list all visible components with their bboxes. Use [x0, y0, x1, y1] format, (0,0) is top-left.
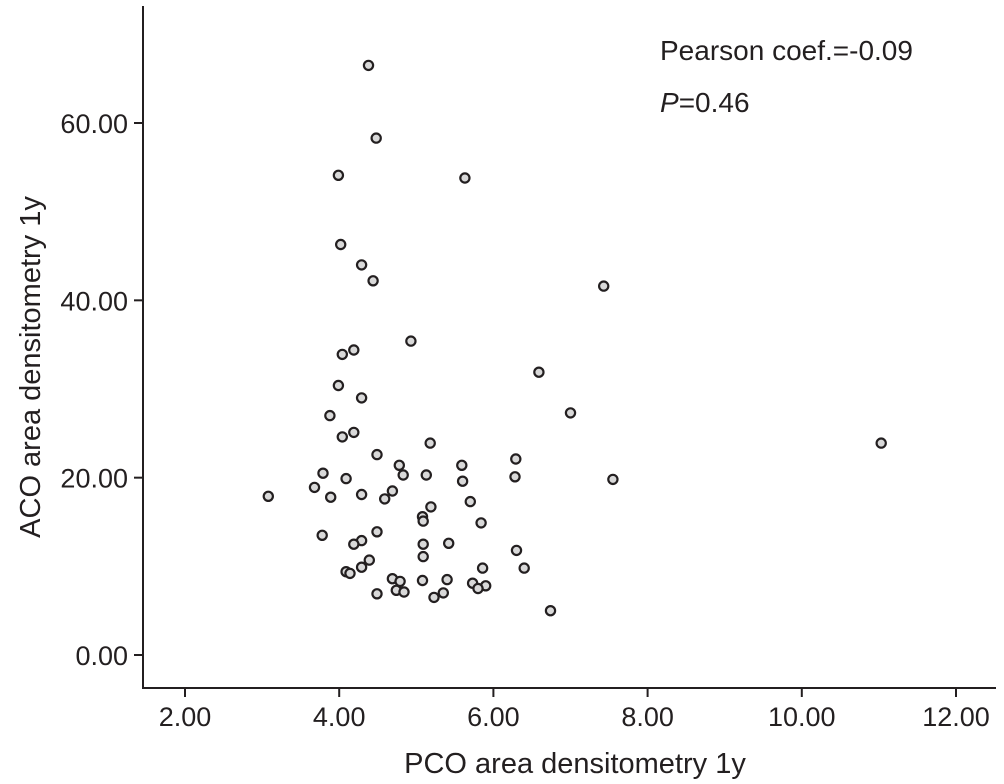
data-point	[475, 517, 487, 529]
data-point	[371, 588, 383, 600]
x-tick-label: 8.00	[621, 702, 674, 732]
axes	[142, 6, 996, 689]
data-point	[340, 472, 352, 485]
data-point	[324, 409, 336, 422]
data-point	[417, 550, 429, 563]
x-tick-label: 12.00	[922, 702, 990, 732]
x-axis-title: PCO area densitometry 1y	[404, 748, 746, 780]
x-tick-label: 10.00	[768, 702, 836, 732]
data-point	[355, 561, 368, 573]
data-point	[510, 453, 522, 465]
data-point	[317, 467, 329, 479]
data-point	[308, 481, 321, 494]
data-point	[355, 392, 368, 404]
data-point	[316, 529, 328, 542]
pearson-annotation: Pearson coef.=-0.09	[660, 35, 913, 66]
data-point	[598, 280, 610, 292]
data-point	[371, 448, 383, 461]
y-tick-label: 60.00	[60, 109, 128, 139]
data-point	[509, 471, 521, 483]
data-point	[420, 469, 432, 481]
data-point	[348, 426, 360, 439]
data-point	[437, 587, 449, 599]
data-point	[371, 526, 383, 538]
y-axis-title: ACO area densitometry 1y	[15, 196, 47, 538]
y-ticks: 0.00 20.00 40.00 60.00	[60, 109, 143, 671]
data-point	[544, 605, 557, 617]
data-point	[464, 495, 476, 508]
p-value: =0.46	[679, 87, 750, 118]
data-point	[456, 475, 469, 487]
data-point	[417, 538, 429, 550]
data-point	[332, 169, 345, 181]
data-point	[405, 335, 417, 347]
data-point	[607, 473, 619, 486]
y-tick-label: 0.00	[75, 641, 128, 671]
data-point	[564, 407, 577, 419]
data-point	[386, 485, 399, 497]
data-point	[518, 562, 530, 574]
data-point	[428, 591, 440, 604]
data-point	[363, 554, 375, 566]
data-point	[476, 562, 489, 574]
data-point	[397, 469, 409, 481]
x-tick-label: 2.00	[159, 702, 212, 732]
data-point	[398, 586, 410, 598]
x-tick-label: 6.00	[467, 702, 520, 732]
data-point	[416, 574, 429, 587]
data-point	[417, 515, 429, 527]
data-point	[335, 238, 347, 251]
data-point	[332, 379, 345, 392]
data-point	[325, 491, 337, 503]
data-point	[379, 493, 391, 505]
data-point	[441, 573, 453, 586]
x-ticks: 2.00 4.00 6.00 8.00 10.00 12.00	[159, 688, 990, 732]
p-value-annotation: P=0.46	[660, 87, 750, 118]
data-point	[510, 544, 523, 557]
data-point	[472, 582, 484, 595]
data-point	[875, 437, 887, 449]
data-point	[370, 132, 382, 144]
data-point	[362, 59, 375, 72]
data-point	[344, 567, 356, 580]
data-point	[336, 348, 348, 361]
data-point	[348, 538, 360, 550]
data-point	[355, 259, 368, 271]
data-point	[443, 537, 455, 550]
y-tick-label: 20.00	[60, 464, 128, 494]
y-tick-label: 40.00	[60, 286, 128, 316]
data-point	[367, 275, 379, 287]
data-point	[262, 490, 274, 502]
data-point	[336, 431, 348, 443]
data-point	[348, 344, 360, 356]
data-point	[425, 501, 437, 513]
data-point	[394, 575, 406, 588]
data-point	[393, 459, 405, 471]
data-point	[456, 459, 468, 471]
data-point	[533, 366, 545, 378]
data-point	[424, 437, 436, 449]
p-symbol: P	[660, 87, 679, 118]
x-tick-label: 4.00	[313, 702, 366, 732]
data-point	[355, 488, 368, 501]
data-point	[459, 172, 471, 184]
data-points	[262, 59, 887, 617]
